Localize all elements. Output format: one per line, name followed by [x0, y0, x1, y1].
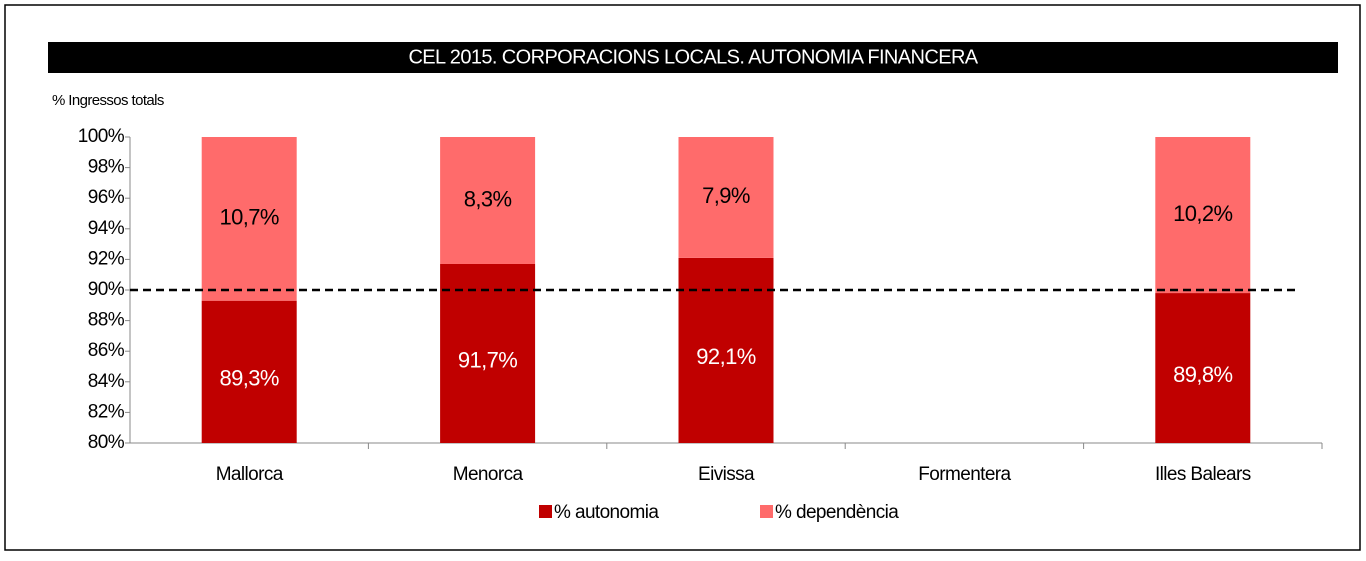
data-label: 10,7% — [220, 205, 279, 230]
data-label: 7,9% — [702, 183, 750, 208]
data-label: 10,2% — [1173, 201, 1232, 226]
legend-label: % dependència — [775, 502, 899, 523]
chart-title: CEL 2015. CORPORACIONS LOCALS. AUTONOMIA… — [408, 46, 978, 68]
legend-swatch — [539, 505, 552, 518]
y-tick-label: 94% — [88, 218, 125, 239]
title-bar — [48, 42, 1338, 73]
y-tick-label: 98% — [88, 157, 125, 178]
y-tick-label: 88% — [88, 310, 125, 331]
x-tick-label: Mallorca — [216, 464, 284, 485]
y-tick-label: 80% — [88, 432, 125, 453]
y-tick-label: 90% — [88, 279, 125, 300]
x-tick-label: Menorca — [453, 464, 524, 485]
bar-segment — [678, 137, 774, 258]
bar-segment — [1155, 293, 1251, 443]
legend-label: % autonomia — [554, 502, 659, 523]
y-tick-label: 100% — [78, 126, 125, 147]
data-label: 92,1% — [696, 344, 755, 369]
data-label: 91,7% — [458, 347, 517, 372]
x-tick-label: Formentera — [918, 464, 1011, 485]
data-label: 8,3% — [464, 186, 512, 211]
y-tick-label: 82% — [88, 401, 125, 422]
bar-segment — [678, 257, 774, 443]
legend-swatch — [760, 505, 773, 518]
y-axis-label: % Ingressos totals — [52, 92, 164, 109]
x-tick-label: Eivissa — [698, 464, 755, 485]
data-label: 89,8% — [1173, 362, 1232, 387]
bar-segment — [201, 300, 297, 443]
bar-segment — [201, 137, 297, 301]
bar-segment — [1155, 137, 1251, 294]
y-tick-label: 92% — [88, 248, 125, 269]
bar-segment — [440, 137, 536, 264]
y-tick-label: 86% — [88, 340, 125, 361]
y-tick-label: 84% — [88, 371, 125, 392]
y-tick-label: 96% — [88, 187, 125, 208]
x-tick-label: Illes Balears — [1155, 464, 1251, 485]
data-label: 89,3% — [220, 366, 279, 391]
bar-segment — [440, 263, 536, 443]
